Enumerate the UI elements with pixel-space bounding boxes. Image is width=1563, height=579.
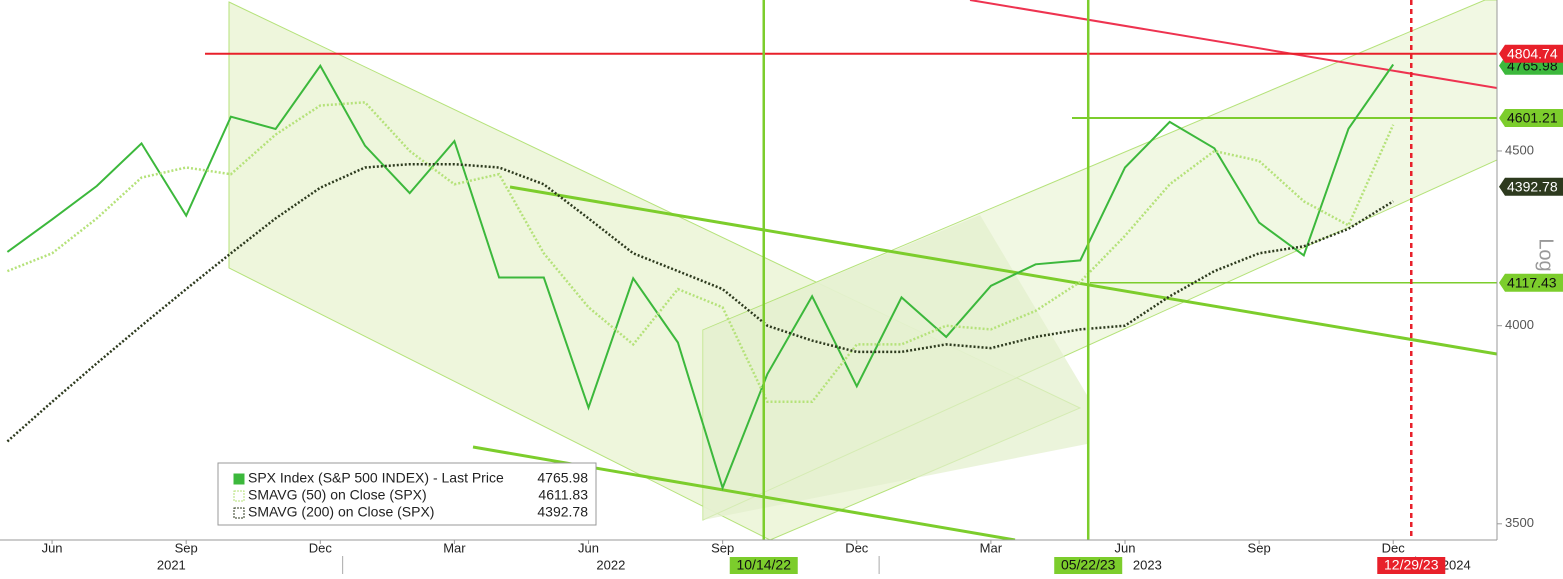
- trend-line: [509, 185, 1497, 356]
- x-tick-label: Sep: [175, 540, 198, 555]
- legend-name: SMAVG (50) on Close (SPX): [248, 487, 427, 503]
- marker-label: 10/14/22: [736, 557, 791, 573]
- x-tick-label: Jun: [578, 540, 599, 555]
- x-tick-label: Jun: [42, 540, 63, 555]
- year-label: 2023: [1133, 557, 1162, 572]
- x-tick-label: Dec: [845, 540, 869, 555]
- series-line: [6, 63, 1395, 491]
- legend-value: 4765.98: [537, 470, 588, 486]
- y-tick-label: 4000: [1505, 317, 1534, 332]
- x-tick-label: Mar: [443, 540, 466, 555]
- trend-shapes: [228, 0, 1497, 540]
- x-tick-label: Mar: [980, 540, 1003, 555]
- legend-swatch: [233, 490, 245, 502]
- x-tick-label: Sep: [1248, 540, 1271, 555]
- legend-value: 4392.78: [537, 504, 588, 520]
- y-axis-label: Log: [1535, 238, 1557, 271]
- series-line: [6, 162, 1394, 443]
- value-box: [1499, 44, 1563, 63]
- legend-name: SMAVG (200) on Close (SPX): [248, 504, 434, 520]
- legend-name: SPX Index (S&P 500 INDEX) - Last Price: [248, 470, 504, 486]
- marker-flag: [729, 557, 798, 574]
- value-box-label: 4117.43: [1507, 274, 1557, 290]
- y-tick-label: 4500: [1505, 142, 1534, 157]
- x-tick-label: Sep: [711, 540, 734, 555]
- legend: SPX Index (S&P 500 INDEX) - Last Price 47…: [217, 462, 597, 526]
- value-box: [1499, 177, 1563, 196]
- overlap-zone: [703, 215, 1087, 520]
- legend-swatch: [233, 473, 245, 485]
- x-tick-label: Dec: [1382, 540, 1406, 555]
- resistance-line: [969, 0, 1497, 89]
- marker-label: 05/22/23: [1061, 557, 1116, 573]
- value-box-label: 4804.74: [1507, 45, 1558, 61]
- x-tick-label: Jun: [1115, 540, 1136, 555]
- year-label: 2021: [157, 557, 186, 572]
- series-line: [6, 101, 1395, 404]
- legend-swatch: [233, 507, 245, 519]
- year-label: 2022: [596, 557, 625, 572]
- legend-value: 4611.83: [538, 487, 588, 503]
- value-box: [1499, 273, 1563, 292]
- value-box: [1499, 108, 1563, 127]
- marker-flag: [1054, 557, 1123, 574]
- marker-flag: [1377, 557, 1446, 574]
- legend-box: [217, 462, 597, 526]
- marker-label: 12/29/23: [1384, 557, 1439, 573]
- y-tick-label: 3500: [1505, 515, 1534, 530]
- value-box-label: 4601.21: [1507, 110, 1558, 126]
- x-tick-label: Dec: [309, 540, 333, 555]
- value-box-label: 4392.78: [1507, 178, 1558, 194]
- plot: [6, 0, 1497, 540]
- year-label: 2024: [1442, 557, 1471, 572]
